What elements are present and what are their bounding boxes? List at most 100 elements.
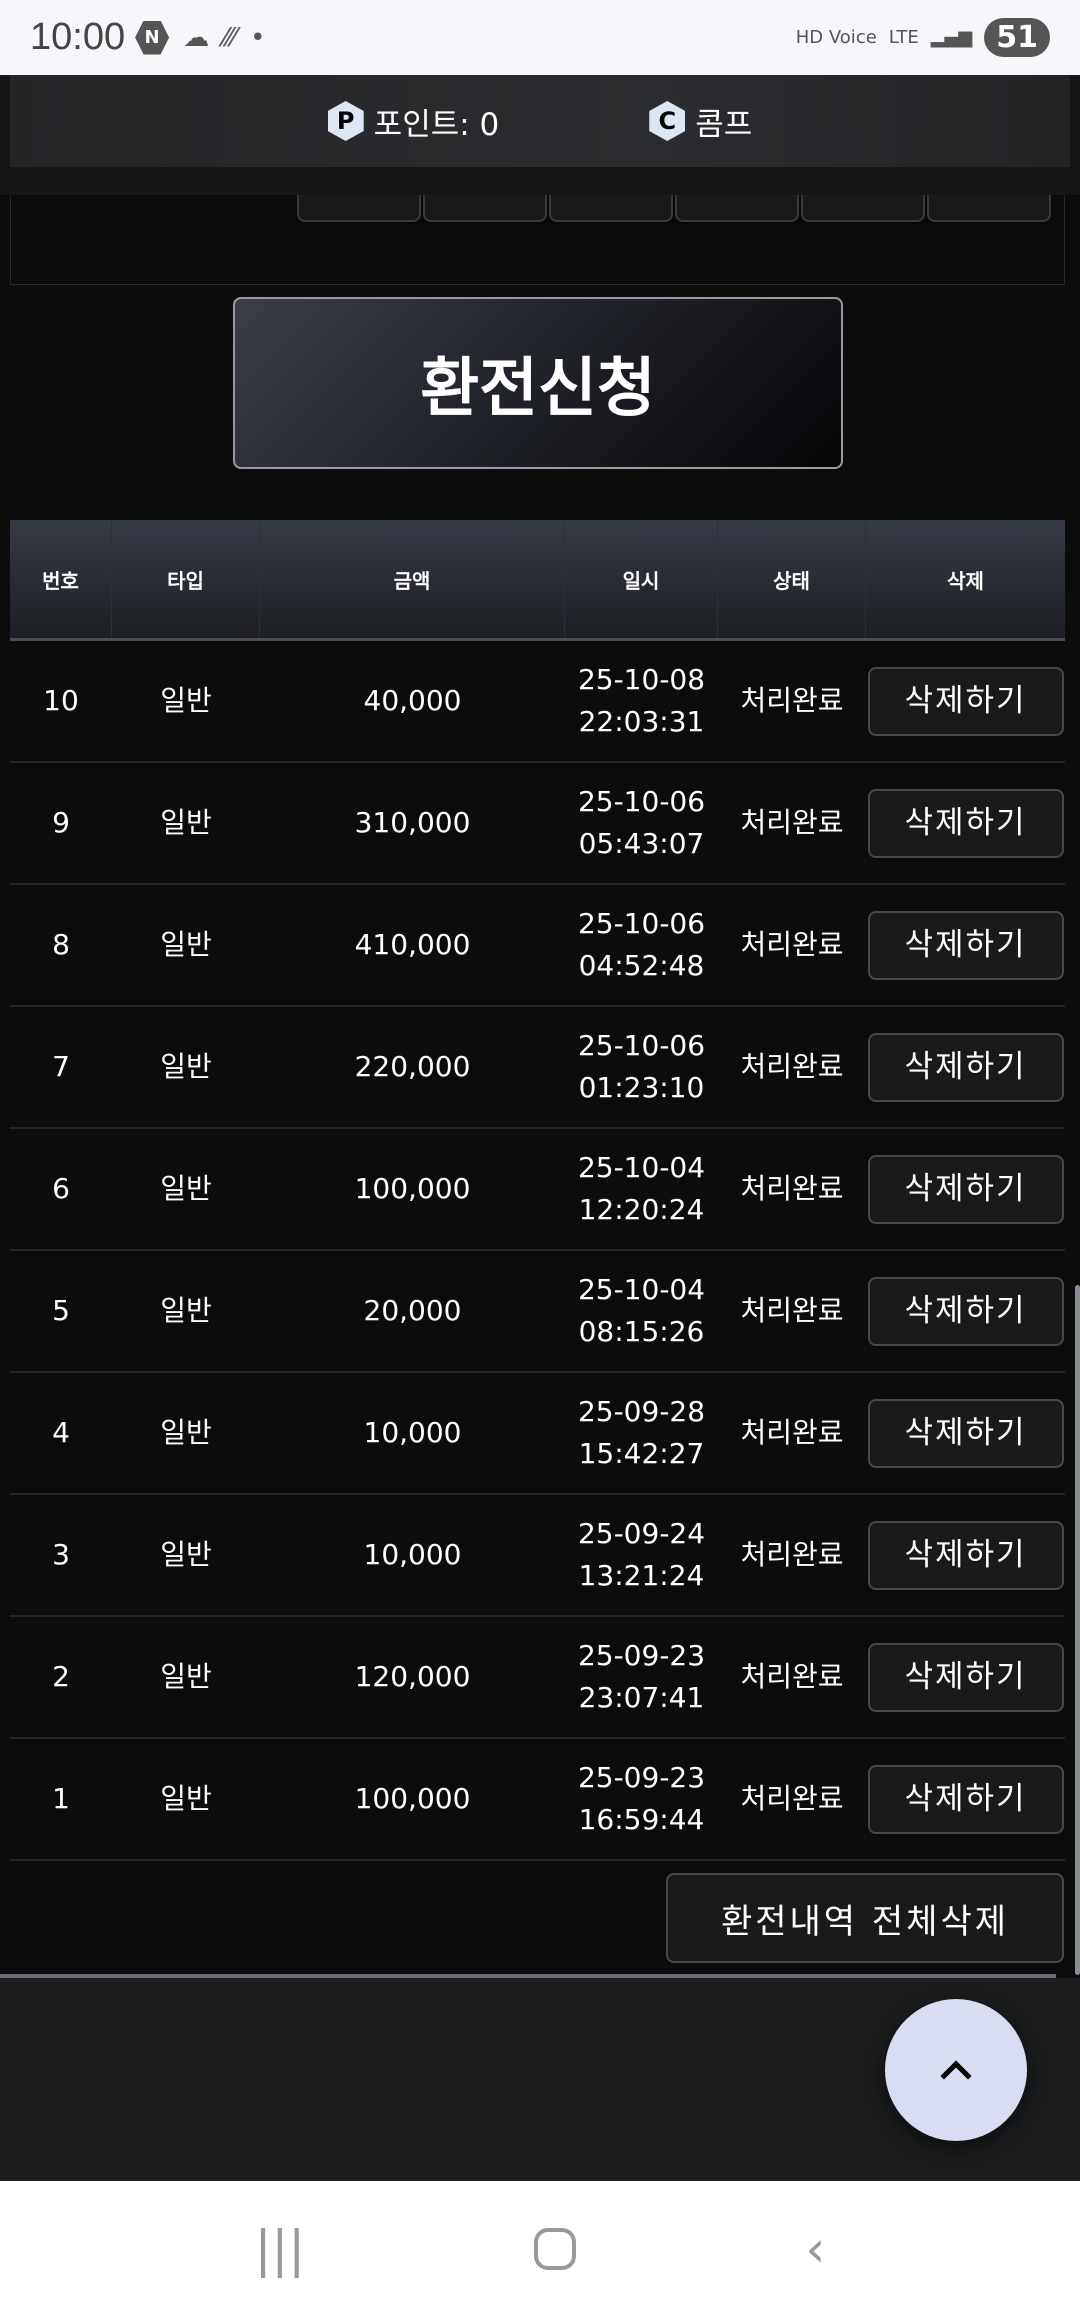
scrollbar[interactable] [1075,1285,1080,1975]
delete-button[interactable]: 삭제하기 [867,1642,1064,1712]
cell-delete: 삭제하기 [866,1251,1065,1371]
cell-delete: 삭제하기 [866,1617,1065,1737]
cell-status: 처리완료 [740,1172,844,1205]
cell-datetime: 25-10-06 05:43:07 [565,763,718,883]
cell-type: 일반 [160,1660,212,1693]
home-icon[interactable] [534,2227,577,2270]
cell-time: 22:03:31 [578,705,705,738]
cell-datetime: 25-10-04 08:15:26 [565,1251,718,1371]
cell-amount: 410,000 [354,928,471,961]
table-body: 10 일반 40,000 25-10-08 22:03:31 처리완료 삭제하기 9 일반 310… [10,641,1065,1861]
table-row: 9 일반 310,000 25-10-06 05:43:07 처리완료 삭제하기 [10,763,1065,885]
exchange-history-table: 번호 타입 금액 일시 상태 삭제 10 일반 40,000 25-10-08 22:0… [10,520,1065,1861]
cell-datetime: 25-10-06 01:23:10 [565,1007,718,1127]
cell-date: 25-10-06 [577,1029,706,1062]
table-header: 번호 타입 금액 일시 상태 삭제 [10,520,1065,641]
cell-time: 15:42:27 [578,1437,705,1470]
cell-time: 16:59:44 [578,1803,705,1836]
header-type: 타입 [112,520,260,638]
delete-button[interactable]: 삭제하기 [867,1398,1064,1468]
cell-date: 25-09-28 [577,1395,706,1428]
cell-number: 9 [52,806,70,839]
cell-datetime: 25-10-08 22:03:31 [565,641,718,761]
hd-voice-icon: HD Voice [795,27,877,48]
cell-date: 25-09-23 [577,1639,706,1672]
delete-button[interactable]: 삭제하기 [867,1154,1064,1224]
cell-number: 4 [52,1416,70,1449]
lte-icon: LTE [888,27,919,48]
n-app-icon: N [135,20,170,55]
cell-datetime: 25-09-23 16:59:44 [565,1739,718,1859]
cell-date: 25-10-04 [577,1151,706,1184]
table-row: 3 일반 10,000 25-09-24 13:21:24 처리완료 삭제하기 [10,1495,1065,1617]
table-row: 6 일반 100,000 25-10-04 12:20:24 처리완료 삭제하기 [10,1129,1065,1251]
cell-time: 01:23:10 [578,1071,705,1104]
cell-datetime: 25-09-28 15:42:27 [565,1373,718,1493]
cell-delete: 삭제하기 [866,1373,1065,1493]
amount-button[interactable] [549,195,673,222]
points-display[interactable]: P 포인트: 0 [327,99,499,144]
cell-type: 일반 [160,1416,212,1449]
apply-exchange-button[interactable]: 환전신청 [233,297,843,469]
cell-type: 일반 [160,1782,212,1815]
recents-icon[interactable]: ||| [254,2219,306,2278]
cell-number: 10 [43,684,79,717]
table-row: 2 일반 120,000 25-09-23 23:07:41 처리완료 삭제하기 [10,1617,1065,1739]
cell-type: 일반 [160,1050,212,1083]
delete-button[interactable]: 삭제하기 [867,910,1064,980]
amount-buttons [297,195,1051,222]
cell-time: 13:21:24 [578,1559,705,1592]
amount-button[interactable] [927,195,1051,222]
scroll-top-button[interactable] [885,1999,1027,2141]
table-row: 4 일반 10,000 25-09-28 15:42:27 처리완료 삭제하기 [10,1373,1065,1495]
delete-button[interactable]: 삭제하기 [867,1520,1064,1590]
cell-date: 25-09-23 [577,1761,706,1794]
battery-icon: 51 [984,18,1050,57]
cell-number: 2 [52,1660,70,1693]
delete-button[interactable]: 삭제하기 [867,1764,1064,1834]
cell-amount: 10,000 [363,1538,462,1571]
cell-amount: 220,000 [354,1050,471,1083]
cell-number: 1 [52,1782,70,1815]
cell-delete: 삭제하기 [866,1495,1065,1615]
delete-button[interactable]: 삭제하기 [867,1032,1064,1102]
back-icon[interactable]: ‹ [805,2219,826,2278]
delete-button[interactable]: 삭제하기 [867,788,1064,858]
top-header: P 포인트: 0 C 콤프 [0,75,1080,195]
cell-number: 8 [52,928,70,961]
amount-button[interactable] [423,195,547,222]
table-row: 10 일반 40,000 25-10-08 22:03:31 처리완료 삭제하기 [10,641,1065,763]
cell-datetime: 25-09-24 13:21:24 [565,1495,718,1615]
signal-icon: ▂▄▆ [930,27,973,48]
cell-type: 일반 [160,1172,212,1205]
cell-status: 처리완료 [740,1050,844,1083]
cell-type: 일반 [160,806,212,839]
table-row: 5 일반 20,000 25-10-04 08:15:26 처리완료 삭제하기 [10,1251,1065,1373]
amount-button[interactable] [297,195,421,222]
cell-amount: 120,000 [354,1660,471,1693]
amount-button[interactable] [675,195,799,222]
cell-delete: 삭제하기 [866,1739,1065,1859]
table-row: 7 일반 220,000 25-10-06 01:23:10 처리완료 삭제하기 [10,1007,1065,1129]
cell-number: 5 [52,1294,70,1327]
cell-date: 25-09-24 [577,1517,706,1550]
table-row: 1 일반 100,000 25-09-23 16:59:44 처리완료 삭제하기 [10,1739,1065,1861]
cloud-icon: ☁ [183,22,210,53]
amount-button[interactable] [801,195,925,222]
cell-delete: 삭제하기 [866,763,1065,883]
comp-link[interactable]: C 콤프 [649,99,752,144]
delete-button[interactable]: 삭제하기 [867,1276,1064,1346]
delete-all-button[interactable]: 환전내역 전체삭제 [666,1873,1064,1963]
cell-type: 일반 [160,928,212,961]
clock: 10:00 [30,16,126,58]
divider [0,1974,1056,1978]
cell-datetime: 25-10-06 04:52:48 [565,885,718,1005]
amount-panel [10,195,1065,285]
cell-amount: 310,000 [354,806,471,839]
cell-status: 처리완료 [740,1782,844,1815]
cell-datetime: 25-10-04 12:20:24 [565,1129,718,1249]
cell-delete: 삭제하기 [866,1129,1065,1249]
delete-button[interactable]: 삭제하기 [867,666,1064,736]
cell-amount: 100,000 [354,1172,471,1205]
cell-date: 25-10-08 [577,663,706,696]
